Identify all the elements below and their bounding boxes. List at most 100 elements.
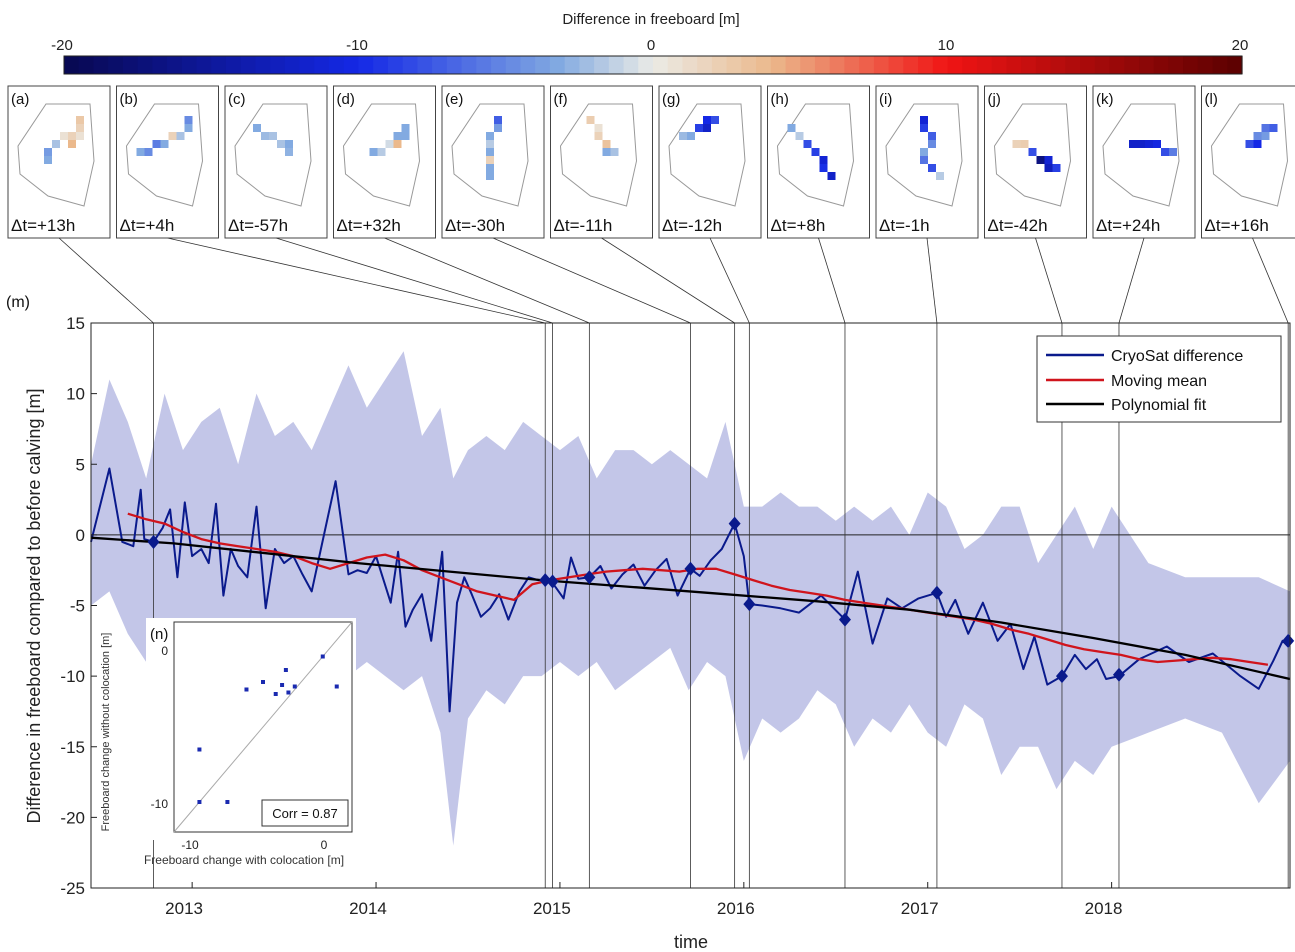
freeboard-pixel	[176, 132, 185, 140]
freeboard-pixel	[602, 148, 611, 156]
colorbar-segment	[167, 56, 183, 74]
x-axis-label: time	[674, 932, 708, 952]
map-panel: (b) Δt=+4h	[116, 85, 219, 239]
colorbar-segment	[932, 56, 949, 74]
map-panel-label: (b)	[120, 91, 138, 108]
corr-text: Corr = 0.87	[272, 806, 337, 821]
inset-points	[197, 654, 339, 804]
colorbar-segment	[1035, 56, 1052, 74]
map-panel-dt: Δt=+32h	[337, 216, 401, 235]
colorbar-segment	[1227, 56, 1243, 74]
freeboard-pixel	[920, 116, 928, 124]
y-axis-label: Difference in freeboard compared to befo…	[24, 389, 44, 824]
event-marker	[147, 534, 160, 549]
map-panel-label: (a)	[11, 91, 29, 108]
colorbar-segment	[667, 56, 684, 74]
freeboard-pixel	[1145, 140, 1153, 148]
freeboard-pixel	[486, 148, 494, 156]
freeboard-pixel	[184, 124, 193, 132]
inset-point	[292, 684, 297, 689]
colorbar-tick-label: -20	[51, 37, 73, 54]
colorbar-segment	[711, 56, 728, 74]
colorbar-segment	[270, 56, 286, 74]
inset-x-axis-label: Freeboard change with colocation [m]	[144, 853, 344, 867]
colorbar-segment	[196, 56, 212, 74]
freeboard-pixel	[1028, 148, 1037, 156]
colorbar-segment	[903, 56, 919, 74]
map-panel-dt: Δt=-1h	[879, 216, 930, 235]
x-tick-label: 2017	[901, 899, 939, 918]
colorbar-segment	[1197, 56, 1214, 74]
inset-xtick-1: -10	[181, 838, 199, 852]
map-panel-dt: Δt=-12h	[662, 216, 722, 235]
connector-line	[275, 237, 553, 324]
freeboard-pixel	[76, 124, 84, 132]
freeboard-pixel	[703, 116, 711, 124]
freeboard-pixel	[393, 132, 402, 140]
map-panel: (g) Δt=-12h	[658, 85, 762, 239]
colorbar-segment	[888, 56, 904, 74]
event-marker	[930, 585, 943, 600]
y-tick-label: 5	[76, 455, 85, 474]
inset-y-axis-label: Freeboard change without colocation [m]	[100, 633, 112, 832]
event-marker	[546, 574, 559, 589]
freeboard-pixel	[76, 132, 84, 140]
connector-line	[1118, 237, 1145, 324]
freeboard-pixel	[269, 132, 277, 140]
map-panel-frame	[333, 85, 436, 239]
map-panel-frame	[1092, 85, 1196, 239]
colorbar-segment	[785, 56, 801, 74]
freeboard-pixel	[1129, 140, 1137, 148]
colorbar-segment	[829, 56, 846, 74]
map-panel-label: (j)	[988, 91, 1001, 108]
colorbar-segment	[240, 56, 257, 74]
colorbar-segment	[152, 56, 168, 74]
freeboard-pixel	[928, 132, 936, 140]
event-marker	[1055, 669, 1068, 684]
colorbar-segment	[373, 56, 389, 74]
connector-line	[384, 237, 590, 324]
map-panel: (l) Δt=+16h	[1201, 85, 1295, 239]
map-panel-frame	[116, 85, 219, 239]
freeboard-pixel	[494, 124, 502, 132]
map-panel-label: (g)	[662, 91, 680, 108]
inset-point	[280, 683, 285, 687]
colorbar-segment	[299, 56, 315, 74]
freeboard-pixel	[401, 132, 410, 140]
panel-connectors	[58, 237, 1289, 324]
map-panel: (e) Δt=-30h	[441, 85, 545, 239]
map-panel-dt: Δt=-57h	[228, 216, 288, 235]
iceberg-outline	[342, 103, 421, 207]
corr-box	[261, 799, 349, 827]
colorbar-segment	[108, 56, 124, 74]
freeboard-pixel	[1253, 140, 1262, 148]
colorbar-segment	[417, 56, 433, 74]
connector-line	[58, 237, 154, 324]
iceberg-outline	[559, 103, 638, 207]
legend-label-fit: Polynomial fit	[1111, 397, 1207, 414]
freeboard-pixel	[393, 140, 402, 148]
colorbar-segment	[1080, 56, 1096, 74]
freeboard-pixel	[803, 140, 812, 148]
freeboard-pixel	[1253, 132, 1262, 140]
freeboard-pixel	[285, 140, 293, 148]
map-panel-dt: Δt=+4h	[120, 216, 175, 235]
freeboard-pixel	[594, 132, 603, 140]
map-panel: (k) Δt=+24h	[1092, 85, 1196, 239]
colorbar-segment	[608, 56, 625, 74]
colorbar-segment	[93, 56, 109, 74]
event-marker	[838, 612, 851, 627]
map-panel: (a) Δt=+13h	[7, 85, 111, 239]
colorbar-segment	[653, 56, 669, 74]
map-panel-label: (k)	[1096, 91, 1114, 108]
freeboard-pixel	[920, 124, 928, 132]
colorbar-segment	[255, 56, 271, 74]
colorbar-segment	[329, 56, 345, 74]
colorbar-segment	[461, 56, 477, 74]
colorbar-segment	[505, 56, 522, 74]
y-tick-label: -20	[60, 808, 85, 827]
y-tick-label: -5	[70, 597, 85, 616]
map-panel: (c) Δt=-57h	[224, 85, 328, 239]
map-panels: (a)Δt=+13h(b)Δt=+4h(c)Δt=-57h(d)Δt=+32h(…	[7, 85, 1295, 239]
freeboard-pixel	[610, 148, 619, 156]
